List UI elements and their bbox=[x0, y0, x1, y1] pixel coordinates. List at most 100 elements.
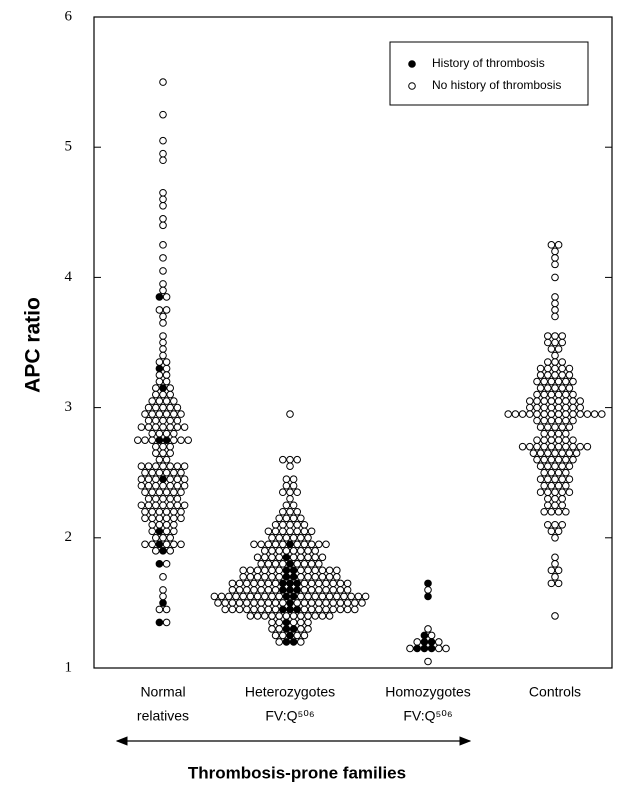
data-point bbox=[536, 364, 545, 373]
data-point bbox=[343, 605, 352, 614]
data-point bbox=[547, 397, 556, 405]
data-point bbox=[315, 599, 323, 607]
data-point bbox=[235, 579, 244, 588]
data-point bbox=[329, 586, 338, 594]
data-point bbox=[282, 501, 291, 510]
data-point bbox=[322, 579, 330, 588]
data-point bbox=[554, 436, 563, 444]
data-point bbox=[565, 423, 574, 431]
data-point bbox=[293, 560, 302, 568]
data-point bbox=[583, 442, 592, 451]
data-point bbox=[148, 488, 156, 497]
data-point bbox=[137, 481, 146, 490]
data-point bbox=[235, 599, 244, 607]
x-tick-label: relatives bbox=[137, 708, 189, 724]
data-point bbox=[551, 364, 559, 373]
data-point bbox=[540, 403, 549, 412]
data-point bbox=[293, 631, 302, 640]
data-point bbox=[427, 638, 436, 646]
data-point bbox=[275, 566, 284, 575]
data-point bbox=[246, 573, 255, 581]
data-point bbox=[551, 488, 559, 497]
data-point bbox=[282, 566, 291, 575]
data-point bbox=[152, 534, 160, 542]
data-point bbox=[275, 514, 284, 523]
data-point bbox=[275, 534, 284, 542]
data-point bbox=[162, 358, 171, 366]
data-point bbox=[155, 371, 164, 379]
data-point bbox=[282, 534, 291, 542]
data-point bbox=[250, 540, 258, 549]
legend-box bbox=[389, 41, 589, 106]
data-point bbox=[297, 638, 305, 646]
data-point bbox=[217, 592, 226, 601]
data-point bbox=[300, 579, 309, 588]
data-point bbox=[297, 566, 305, 575]
data-point bbox=[279, 455, 287, 464]
data-point bbox=[170, 527, 178, 536]
data-point bbox=[569, 442, 577, 451]
data-point bbox=[162, 520, 171, 529]
data-point bbox=[210, 592, 219, 601]
data-point bbox=[177, 468, 185, 477]
data-point bbox=[286, 527, 294, 536]
data-point bbox=[148, 397, 156, 405]
data-point bbox=[569, 436, 577, 444]
x-tick-label: Controls bbox=[529, 684, 581, 700]
data-point bbox=[279, 540, 287, 549]
data-point bbox=[173, 416, 182, 425]
data-point bbox=[424, 625, 432, 633]
data-point bbox=[166, 449, 174, 457]
data-point bbox=[554, 345, 563, 353]
data-point bbox=[533, 397, 541, 405]
data-point bbox=[264, 605, 273, 614]
data-point bbox=[166, 384, 174, 392]
data-point bbox=[551, 475, 559, 484]
data-point bbox=[271, 586, 280, 594]
data-point bbox=[159, 280, 167, 288]
data-point bbox=[275, 612, 284, 620]
data-point bbox=[540, 481, 549, 490]
data-point bbox=[268, 618, 276, 627]
data-point bbox=[544, 475, 552, 484]
data-point bbox=[569, 416, 577, 425]
data-point bbox=[558, 501, 567, 510]
legend-marker bbox=[408, 82, 416, 90]
data-point bbox=[214, 599, 222, 607]
data-point bbox=[529, 449, 538, 457]
data-point bbox=[333, 566, 341, 575]
data-point bbox=[336, 586, 345, 594]
data-point bbox=[554, 442, 563, 451]
data-point bbox=[329, 599, 338, 607]
data-point bbox=[166, 501, 174, 510]
data-point bbox=[304, 553, 312, 562]
data-point bbox=[406, 644, 414, 653]
data-point bbox=[551, 351, 559, 360]
data-point bbox=[590, 410, 599, 418]
data-point bbox=[286, 520, 294, 529]
data-point bbox=[159, 312, 167, 321]
data-point bbox=[343, 599, 352, 607]
data-point bbox=[148, 468, 156, 477]
data-point bbox=[518, 442, 527, 451]
data-point bbox=[159, 449, 167, 457]
data-point bbox=[540, 416, 549, 425]
data-point bbox=[551, 384, 559, 392]
data-point bbox=[162, 468, 171, 477]
data-point bbox=[268, 573, 276, 581]
data-point bbox=[526, 442, 534, 451]
data-point bbox=[544, 332, 552, 340]
data-point bbox=[180, 423, 189, 431]
data-point bbox=[159, 599, 167, 607]
data-point bbox=[268, 592, 276, 601]
data-point bbox=[162, 436, 171, 444]
data-point bbox=[228, 586, 237, 594]
data-point bbox=[504, 410, 513, 418]
x-tick-label: FV:Q⁵⁰⁶ bbox=[265, 708, 314, 724]
data-point bbox=[159, 534, 167, 542]
data-point bbox=[533, 410, 541, 418]
data-point bbox=[289, 514, 298, 523]
data-point bbox=[275, 618, 284, 627]
data-point bbox=[152, 462, 160, 470]
data-point bbox=[558, 494, 567, 503]
